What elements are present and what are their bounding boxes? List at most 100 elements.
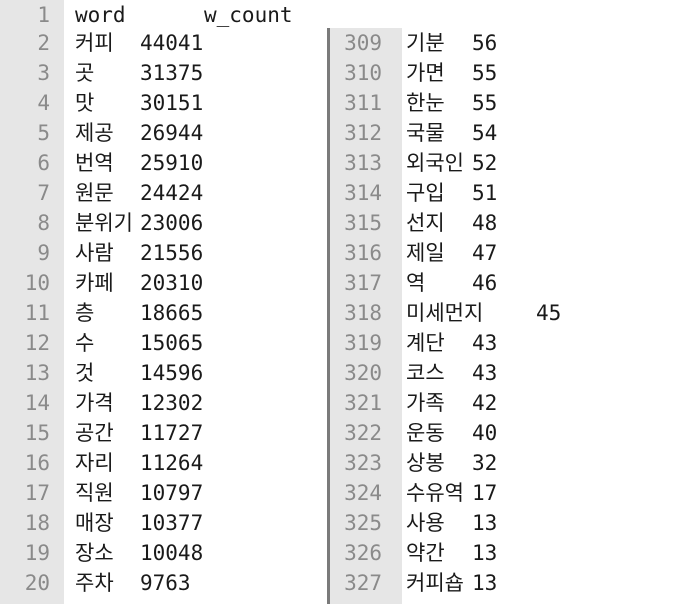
- line-number: 14: [24, 391, 50, 415]
- count-cell: 17: [472, 481, 498, 505]
- word-cell: 자리: [75, 451, 114, 475]
- word-cell: 커피숍: [406, 571, 464, 595]
- word-cell: 외국인: [406, 151, 464, 175]
- word-cell: 장소: [75, 541, 114, 565]
- count-cell: 54: [472, 121, 498, 145]
- line-number: 310: [344, 61, 382, 85]
- count-cell: 14596: [140, 361, 204, 385]
- line-number: 6: [37, 151, 50, 175]
- line-number: 20: [24, 571, 50, 595]
- count-cell: 46: [472, 271, 498, 295]
- word-cell: 수유역: [406, 481, 464, 505]
- count-cell: 32: [472, 451, 498, 475]
- count-cell: 10797: [140, 481, 204, 505]
- word-cell: 분위기: [75, 211, 133, 235]
- header-count-label: w_count: [204, 3, 293, 27]
- count-cell: 11264: [140, 451, 204, 475]
- word-cell: 선지: [406, 211, 445, 235]
- line-number: 327: [344, 571, 382, 595]
- word-cell: 층: [75, 301, 95, 325]
- line-number: 4: [37, 91, 50, 115]
- line-number: 318: [344, 301, 382, 325]
- count-cell: 42: [472, 391, 498, 415]
- line-number: 311: [344, 91, 382, 115]
- word-cell: 주차: [75, 571, 114, 595]
- word-cell: 약간: [406, 541, 445, 565]
- count-cell: 52: [472, 151, 498, 175]
- count-cell: 51: [472, 181, 498, 205]
- count-cell: 13: [472, 511, 498, 535]
- line-number: 316: [344, 241, 382, 265]
- word-cell: 가격: [75, 391, 114, 415]
- line-number: 325: [344, 511, 382, 535]
- word-cell: 구입: [406, 181, 445, 205]
- line-number: 3: [37, 61, 50, 85]
- header-word-label: word: [75, 3, 126, 27]
- count-cell: 23006: [140, 211, 204, 235]
- count-cell: 20310: [140, 271, 204, 295]
- count-cell: 45: [536, 301, 562, 325]
- line-number: 309: [344, 31, 382, 55]
- count-cell: 18665: [140, 301, 204, 325]
- line-number: 323: [344, 451, 382, 475]
- word-cell: 직원: [75, 481, 114, 505]
- count-cell: 30151: [140, 91, 204, 115]
- count-cell: 12302: [140, 391, 204, 415]
- word-cell: 제일: [406, 241, 445, 265]
- word-cell: 곳: [75, 61, 95, 85]
- word-cell: 수: [75, 331, 95, 355]
- line-number: 13: [24, 361, 50, 385]
- count-cell: 40: [472, 421, 498, 445]
- count-cell: 10048: [140, 541, 204, 565]
- count-cell: 44041: [140, 31, 204, 55]
- word-cell: 매장: [75, 511, 114, 535]
- count-cell: 10377: [140, 511, 204, 535]
- count-cell: 24424: [140, 181, 204, 205]
- line-number: 11: [24, 301, 50, 325]
- word-cell: 미세먼지: [406, 301, 484, 325]
- word-cell: 코스: [406, 361, 445, 385]
- word-cell: 가족: [406, 391, 445, 415]
- count-cell: 47: [472, 241, 498, 265]
- line-number: 16: [24, 451, 50, 475]
- word-cell: 사용: [406, 511, 445, 535]
- line-number: 312: [344, 121, 382, 145]
- line-number-gutter: [330, 28, 402, 604]
- word-cell: 카페: [75, 271, 114, 295]
- split-divider[interactable]: [327, 28, 330, 604]
- line-number: 319: [344, 331, 382, 355]
- word-cell: 기분: [406, 31, 445, 55]
- line-number: 322: [344, 421, 382, 445]
- line-number: 315: [344, 211, 382, 235]
- count-cell: 21556: [140, 241, 204, 265]
- word-cell: 계단: [406, 331, 445, 355]
- line-number: 320: [344, 361, 382, 385]
- count-cell: 26944: [140, 121, 204, 145]
- editor-pane-left[interactable]: 1 word w_count 2 커피 44041 3 곳 31375 4 맛 30151 5 제공…: [0, 0, 330, 604]
- count-cell: 43: [472, 361, 498, 385]
- line-number: 5: [37, 121, 50, 145]
- line-number: 18: [24, 511, 50, 535]
- word-cell: 상봉: [406, 451, 445, 475]
- count-cell: 31375: [140, 61, 204, 85]
- count-cell: 48: [472, 211, 498, 235]
- line-number: 326: [344, 541, 382, 565]
- word-cell: 커피: [75, 31, 114, 55]
- count-cell: 11727: [140, 421, 204, 445]
- word-cell: 제공: [75, 121, 114, 145]
- word-cell: 한눈: [406, 91, 445, 115]
- line-number: 2: [37, 31, 50, 55]
- count-cell: 15065: [140, 331, 204, 355]
- line-number: 313: [344, 151, 382, 175]
- count-cell: 9763: [140, 571, 191, 595]
- word-cell: 맛: [75, 91, 95, 115]
- line-number: 321: [344, 391, 382, 415]
- word-cell: 것: [75, 361, 95, 385]
- line-number: 314: [344, 181, 382, 205]
- word-cell: 국물: [406, 121, 445, 145]
- editor-pane-right[interactable]: 309 기분 56 310 가면 55 311 한눈 55 312 국물 54 313 외국인 52 314 구…: [330, 0, 690, 604]
- line-number: 10: [24, 271, 50, 295]
- line-number: 19: [24, 541, 50, 565]
- word-cell: 원문: [75, 181, 114, 205]
- line-number: 317: [344, 271, 382, 295]
